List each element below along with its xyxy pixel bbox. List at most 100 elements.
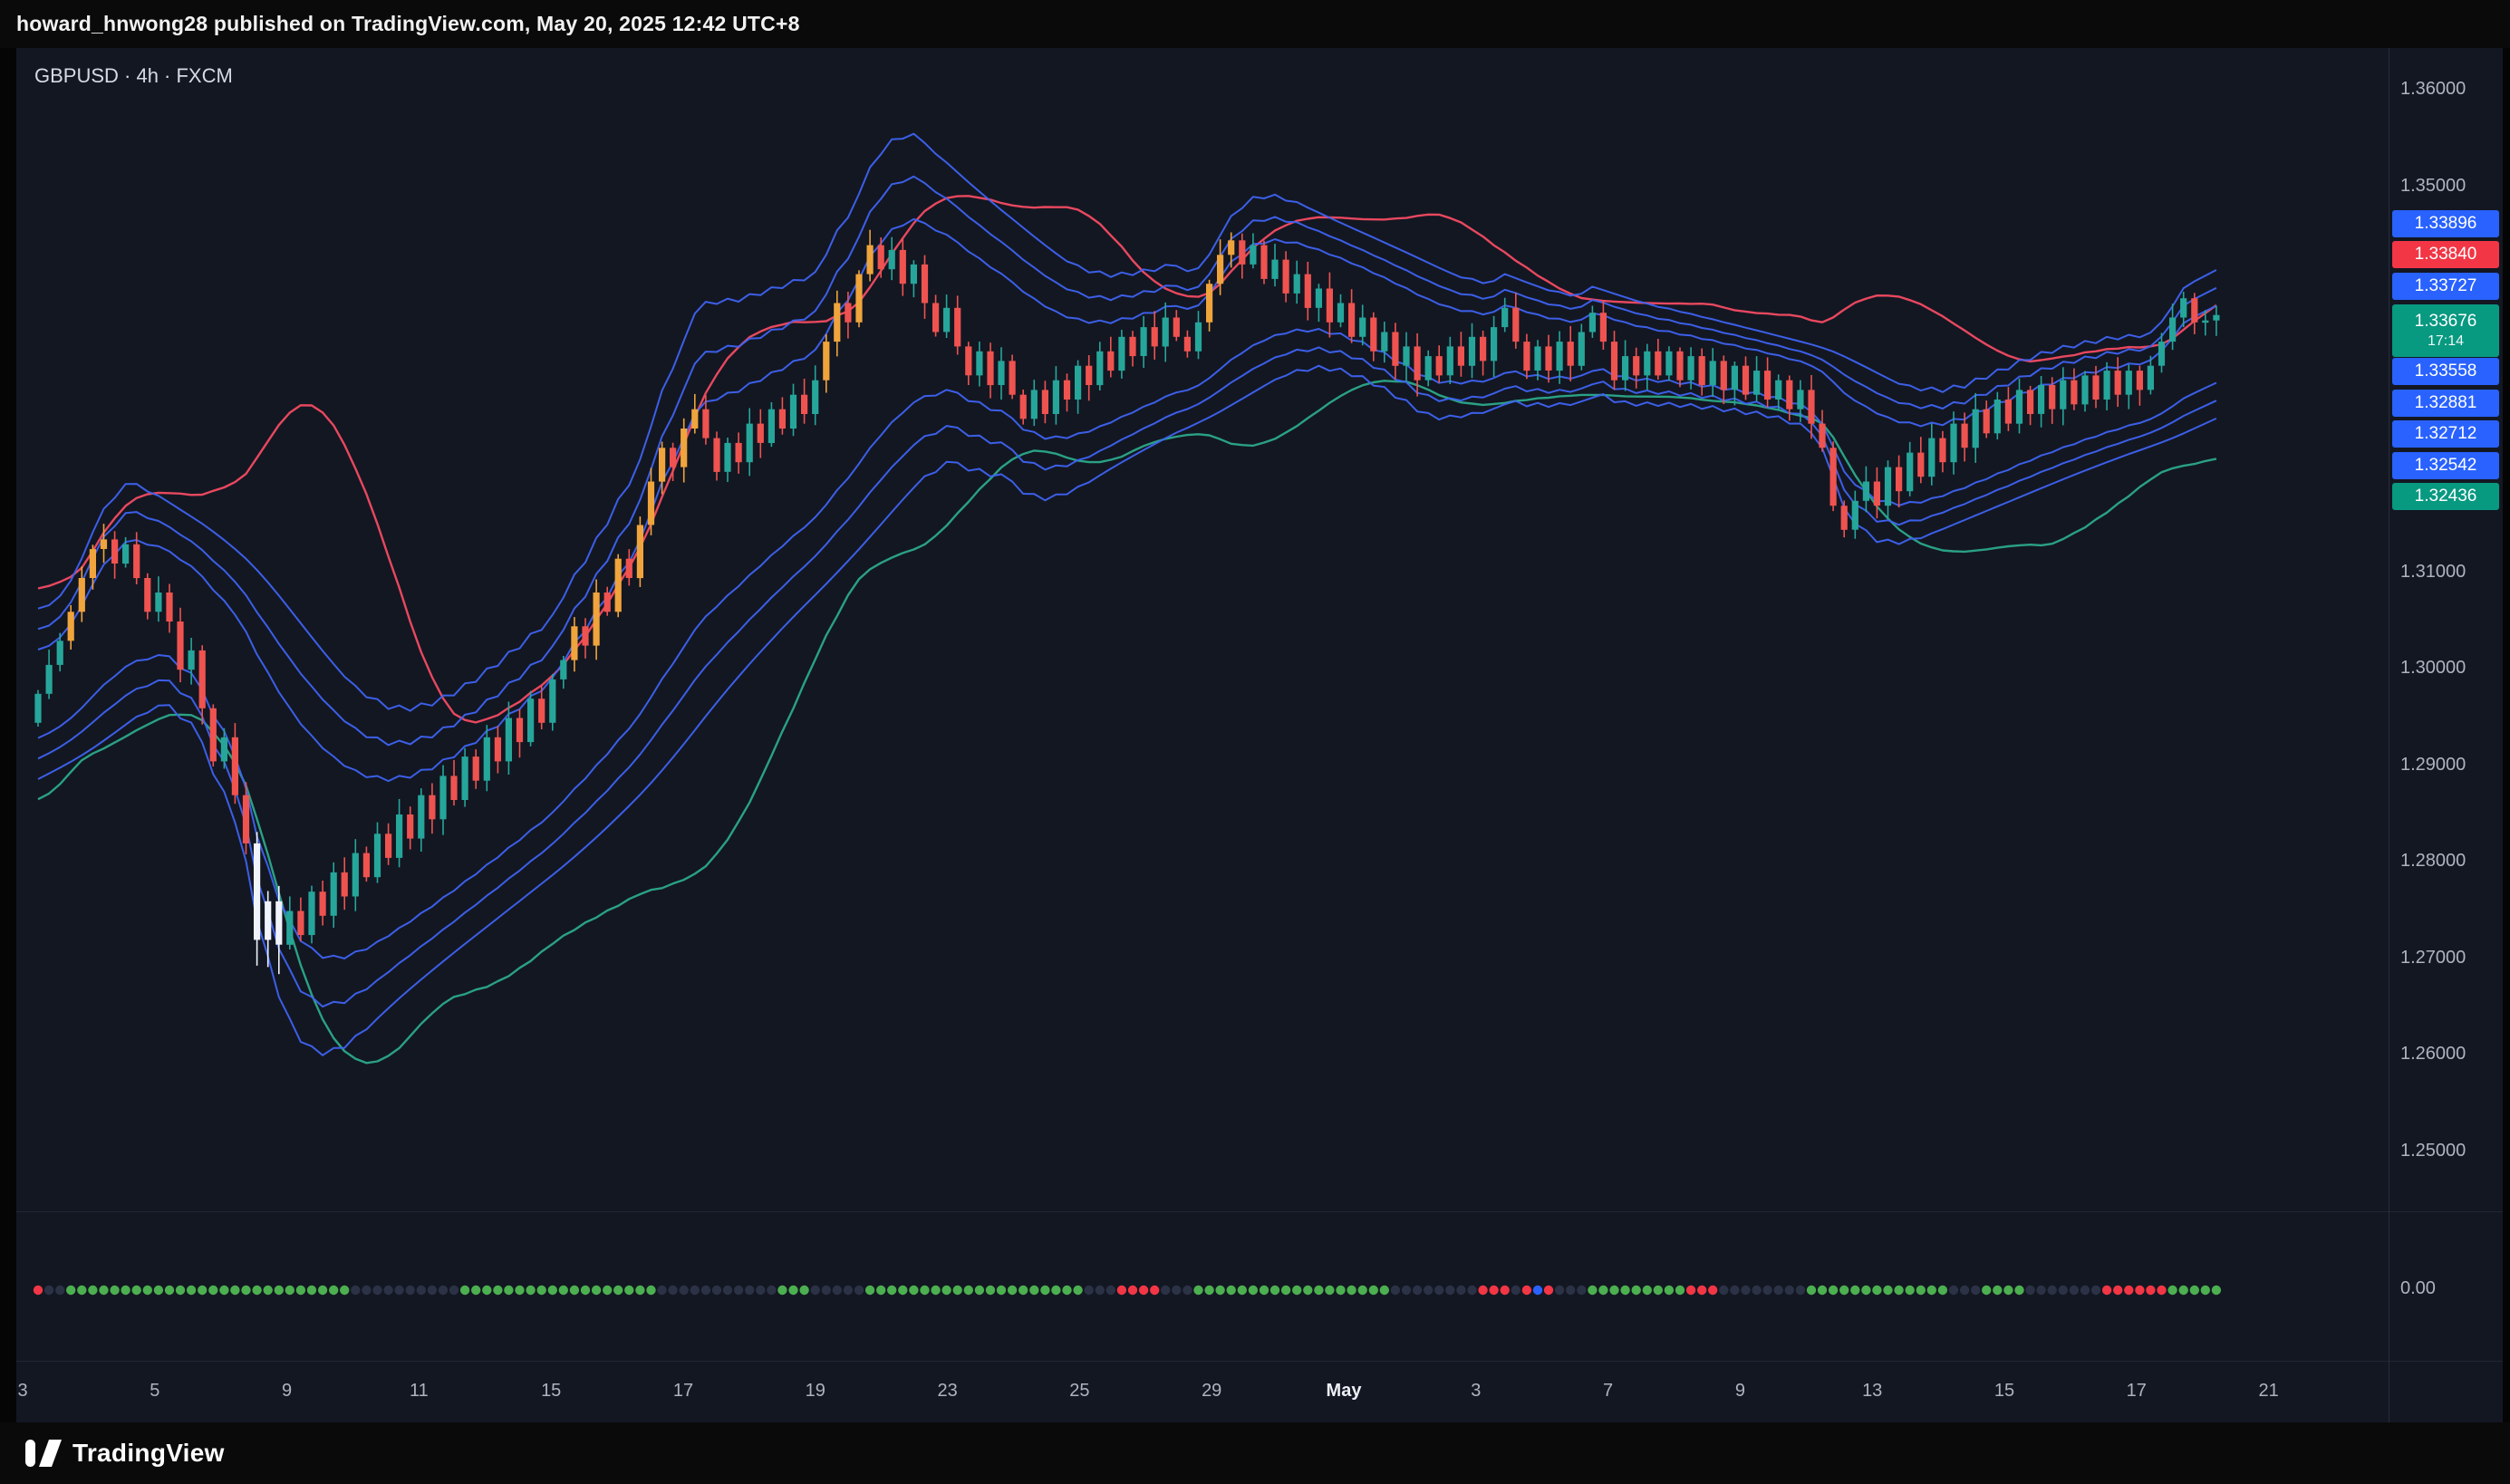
candle-body <box>429 795 435 820</box>
candle-body <box>352 853 359 897</box>
candle-body <box>1020 395 1027 419</box>
candle-body <box>2038 385 2044 414</box>
candle-body <box>473 756 479 781</box>
signal-dot <box>2113 1286 2122 1295</box>
candle-body <box>560 660 566 679</box>
signal-dot <box>1993 1286 2002 1295</box>
price-pane-chart[interactable] <box>16 48 2389 1211</box>
symbol-legend[interactable]: GBPUSD · 4h · FXCM <box>34 64 233 88</box>
pane-separator[interactable] <box>16 1211 2503 1212</box>
signal-dot <box>1204 1286 1213 1295</box>
signal-dot <box>2036 1286 2045 1295</box>
candle-body <box>385 834 391 858</box>
candle-body <box>648 482 654 525</box>
price-axis-tick: 1.31000 <box>2400 562 2466 583</box>
candle-body <box>396 814 402 858</box>
signal-dot <box>811 1286 820 1295</box>
signal-dot <box>275 1286 284 1295</box>
signal-dot <box>941 1286 951 1295</box>
candle-body <box>1305 275 1311 308</box>
candle-body <box>1688 356 1694 381</box>
time-axis-label: 17 <box>2127 1381 2147 1402</box>
signal-dot <box>132 1286 141 1295</box>
signal-dot <box>1916 1286 1926 1295</box>
candle-body <box>1665 352 1672 376</box>
signal-dot <box>526 1286 535 1295</box>
candle-body <box>1392 332 1398 366</box>
signal-dot <box>2201 1286 2210 1295</box>
signal-dot <box>241 1286 250 1295</box>
candle-body <box>943 308 950 332</box>
signal-dot <box>44 1286 53 1295</box>
attribution-bar: howard_hnwong28 published on TradingView… <box>0 0 2510 48</box>
candle-body <box>1885 467 1891 506</box>
candle-body <box>1523 342 1530 371</box>
indicator-dots-pane[interactable] <box>16 1211 2389 1361</box>
candle-body <box>111 539 118 564</box>
candle-body <box>2092 375 2099 400</box>
candle-body <box>855 275 862 323</box>
candle-body <box>1141 327 1147 356</box>
candle-body <box>1107 352 1114 371</box>
chart-panel[interactable]: GBPUSD · 4h · FXCM 35911151719232529May3… <box>16 48 2503 1422</box>
brand-name[interactable]: TradingView <box>72 1439 225 1468</box>
tradingview-logo-icon[interactable] <box>25 1440 62 1467</box>
signal-dot <box>1555 1286 1564 1295</box>
signal-dot <box>296 1286 305 1295</box>
time-axis[interactable]: 35911151719232529May37913151721 <box>16 1361 2389 1422</box>
candle-body <box>2071 381 2077 405</box>
signal-dot <box>504 1286 513 1295</box>
candle-body <box>177 622 183 670</box>
signal-dot <box>1906 1286 1915 1295</box>
candle-body <box>900 250 906 284</box>
candle-body <box>1622 356 1628 381</box>
signal-dot <box>1544 1286 1553 1295</box>
candle-body <box>1163 318 1169 347</box>
signal-dot <box>1577 1286 1586 1295</box>
candle-body <box>1743 366 1749 395</box>
signal-dot <box>1774 1286 1783 1295</box>
price-axis[interactable]: 0.00 1.360001.350001.310001.300001.29000… <box>2389 48 2504 1422</box>
signal-dot <box>668 1286 677 1295</box>
candle-body <box>166 593 172 622</box>
time-axis-label: 23 <box>937 1381 957 1402</box>
signal-dot <box>394 1286 403 1295</box>
candle-body <box>1907 453 1913 492</box>
signal-dot <box>1096 1286 1105 1295</box>
candle-body <box>1994 400 2001 433</box>
candle-body <box>1075 366 1081 400</box>
candle-body <box>922 265 928 304</box>
candle-body <box>243 795 249 843</box>
signal-dot <box>1325 1286 1334 1295</box>
candle-body <box>659 448 665 481</box>
signal-dot <box>165 1286 174 1295</box>
signal-dot <box>1270 1286 1279 1295</box>
candle-body <box>626 559 632 578</box>
candle-body <box>1512 308 1519 342</box>
signal-dot <box>515 1286 524 1295</box>
signal-dot <box>2135 1286 2144 1295</box>
signal-dot <box>1281 1286 1290 1295</box>
candle-body <box>1928 438 1935 477</box>
attribution-text: howard_hnwong28 published on TradingView… <box>16 12 800 36</box>
indicator-price-label: 1.32712 <box>2392 420 2499 448</box>
signal-dot <box>1314 1286 1323 1295</box>
candle-body <box>1775 381 1781 400</box>
signal-dot <box>2157 1286 2166 1295</box>
signal-dot <box>1051 1286 1060 1295</box>
signal-dot <box>1632 1286 1641 1295</box>
signal-dot <box>712 1286 721 1295</box>
candle-body <box>320 891 326 916</box>
candle-body <box>713 438 719 472</box>
signal-dot <box>307 1286 316 1295</box>
signal-dot <box>1719 1286 1728 1295</box>
candle-body <box>724 443 730 472</box>
candle-body <box>1950 424 1956 463</box>
signal-dot <box>34 1286 43 1295</box>
indicator-price-label: 1.32436 <box>2392 483 2499 510</box>
indicator-line <box>38 177 2216 746</box>
signal-dot <box>1609 1286 1618 1295</box>
candle-body <box>691 410 698 429</box>
candle-body <box>527 699 534 742</box>
signal-dot <box>121 1286 130 1295</box>
